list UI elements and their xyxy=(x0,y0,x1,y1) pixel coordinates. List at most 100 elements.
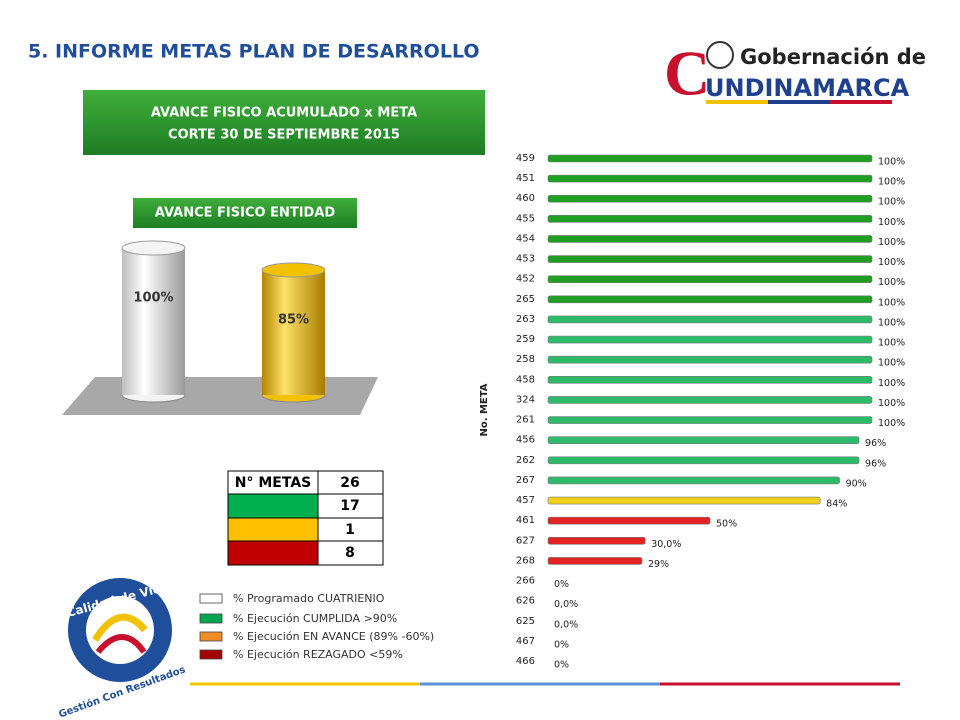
bar xyxy=(547,275,873,284)
bar xyxy=(547,355,873,364)
bar xyxy=(547,476,840,485)
value-label: 100% xyxy=(133,291,173,306)
bar xyxy=(547,396,873,404)
chart-title: AVANCE FISICO ENTIDAD xyxy=(155,206,336,221)
legend-swatch xyxy=(199,593,223,604)
value-label: 0% xyxy=(554,660,569,671)
logo-seal xyxy=(706,41,734,69)
legend-label: % Ejecución CUMPLIDA >90% xyxy=(233,612,397,625)
logo-line2: UNDINAMARCA xyxy=(705,74,910,102)
category-label: 453 xyxy=(516,254,535,265)
value-label: 96% xyxy=(865,438,886,449)
bar xyxy=(547,436,860,444)
legend: % Programado CUATRIENIO % Ejecución CUMPL… xyxy=(199,592,434,661)
category-label: 455 xyxy=(516,213,535,224)
category-label: 266 xyxy=(516,576,535,587)
category-label: 263 xyxy=(516,314,535,325)
logo-stripe xyxy=(830,100,892,104)
legend-label: % Ejecución REZAGADO <59% xyxy=(233,648,403,661)
logo-stripe xyxy=(706,100,768,104)
logo-stripe xyxy=(768,100,830,104)
category-label: 461 xyxy=(516,515,535,526)
category-label: 261 xyxy=(516,415,535,426)
logo-line1: Gobernación de xyxy=(740,45,926,69)
value-label: 0% xyxy=(554,579,569,590)
category-label: 262 xyxy=(516,455,535,466)
legend-label: % Programado CUATRIENIO xyxy=(233,592,385,605)
value-label: 30,0% xyxy=(651,539,681,550)
value-label: 100% xyxy=(878,418,905,429)
bar xyxy=(547,496,821,505)
category-label: 458 xyxy=(516,374,535,385)
category-label: 467 xyxy=(516,636,535,647)
badge-swoosh xyxy=(92,613,148,642)
value-label: 0% xyxy=(554,639,569,650)
bar xyxy=(547,215,873,223)
value-label: 100% xyxy=(878,338,905,349)
category-label: 452 xyxy=(516,274,535,285)
category-label: 626 xyxy=(516,596,535,607)
category-label: 460 xyxy=(516,193,535,204)
value-label: 100% xyxy=(878,378,905,389)
table-swatch xyxy=(227,493,319,519)
slide-title: 5. INFORME METAS PLAN DE DESARROLLO xyxy=(28,41,480,63)
value-label: 100% xyxy=(878,177,905,188)
bar xyxy=(547,295,873,304)
logo-initial: C xyxy=(664,38,710,109)
floor xyxy=(62,377,378,415)
value-label: 29% xyxy=(648,559,669,570)
value-label: 84% xyxy=(826,499,847,510)
value-label: 100% xyxy=(878,358,905,369)
value-label: 0,0% xyxy=(554,599,578,610)
value-label: 96% xyxy=(865,458,886,469)
bar xyxy=(547,194,873,203)
table-count: 8 xyxy=(345,545,355,561)
value-label: 0,0% xyxy=(554,619,578,630)
category-label: 451 xyxy=(516,173,535,184)
bar xyxy=(547,456,860,465)
bar xyxy=(547,516,711,525)
badge-swoosh xyxy=(95,634,147,654)
bar xyxy=(547,315,873,324)
value-label: 100% xyxy=(878,217,905,228)
legend-swatch xyxy=(199,613,223,624)
value-label: 50% xyxy=(716,519,737,530)
banner-line: AVANCE FISICO ACUMULADO x META xyxy=(151,106,417,121)
category-label: 625 xyxy=(516,616,535,627)
bar xyxy=(547,154,873,163)
category-label: 627 xyxy=(516,535,535,546)
cylinder-top xyxy=(261,262,326,278)
category-label: 259 xyxy=(516,334,535,345)
bar xyxy=(547,416,873,424)
y-axis-label: No. META xyxy=(479,383,490,436)
cylinder-top xyxy=(121,240,186,256)
table-count: 1 xyxy=(345,522,355,538)
category-label: 268 xyxy=(516,555,535,566)
category-label: 459 xyxy=(516,153,535,164)
sub-banner xyxy=(133,198,357,228)
value-label: 100% xyxy=(878,237,905,248)
table-swatch xyxy=(227,517,319,542)
value-label: 85% xyxy=(278,313,309,328)
value-label: 100% xyxy=(878,317,905,328)
value-label: 100% xyxy=(878,197,905,208)
category-label: 324 xyxy=(516,394,535,405)
table-cell xyxy=(317,540,384,566)
cylinder xyxy=(262,270,325,395)
summary-table: N° METAS 26 17 1 8 xyxy=(227,470,384,566)
legend-swatch xyxy=(199,649,223,660)
value-label: 100% xyxy=(878,398,905,409)
category-label: 265 xyxy=(516,294,535,305)
table-total: 26 xyxy=(340,475,359,491)
cylinder-chart: 100% 85% xyxy=(121,240,326,403)
value-label: 100% xyxy=(878,297,905,308)
bar xyxy=(547,335,873,344)
bar xyxy=(547,174,873,183)
value-label: 90% xyxy=(846,478,867,489)
logo: C Gobernación de UNDINAMARCA xyxy=(664,38,926,109)
value-label: 100% xyxy=(878,257,905,268)
category-label: 466 xyxy=(516,656,535,667)
legend-swatch xyxy=(199,631,223,642)
category-label: 267 xyxy=(516,475,535,486)
value-label: 100% xyxy=(878,277,905,288)
